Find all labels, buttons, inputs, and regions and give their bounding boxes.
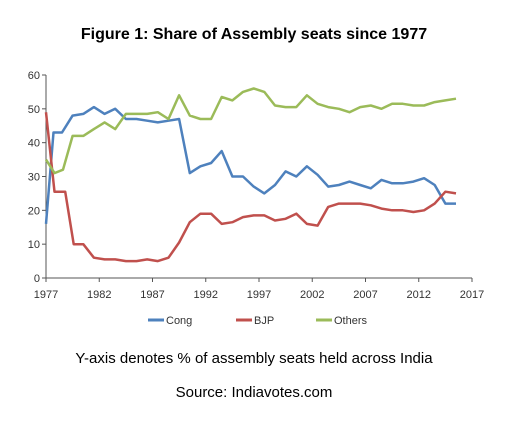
series-line-others [44, 87, 457, 175]
series-line-bjp [44, 112, 457, 263]
series-line-cong [44, 105, 456, 225]
x-tick-label: 2002 [300, 289, 324, 301]
y-tick-label: 40 [28, 138, 40, 150]
legend-label: BJP [254, 315, 274, 327]
x-tick-label: 2007 [353, 289, 377, 301]
y-tick-label: 0 [34, 273, 40, 285]
x-tick-label: 2017 [460, 289, 484, 301]
y-tick-label: 50 [28, 104, 40, 116]
x-tick-label: 1987 [140, 289, 164, 301]
x-tick-label: 1992 [194, 289, 218, 301]
y-tick-label: 20 [28, 205, 40, 217]
x-tick-label: 1997 [247, 289, 271, 301]
y-tick-label: 60 [28, 70, 40, 82]
chart-source: Source: Indiavotes.com [175, 384, 333, 401]
y-tick-label: 30 [28, 172, 40, 184]
x-tick-label: 1982 [87, 289, 111, 301]
y-tick-label: 10 [28, 239, 40, 251]
x-tick-label: 1977 [34, 289, 58, 301]
legend-label: Cong [166, 315, 192, 327]
chart-caption: Y-axis denotes % of assembly seats held … [75, 350, 433, 367]
chart-title: Figure 1: Share of Assembly seats since … [80, 26, 428, 43]
legend-label: Others [334, 315, 368, 327]
x-tick-label: 2012 [407, 289, 431, 301]
